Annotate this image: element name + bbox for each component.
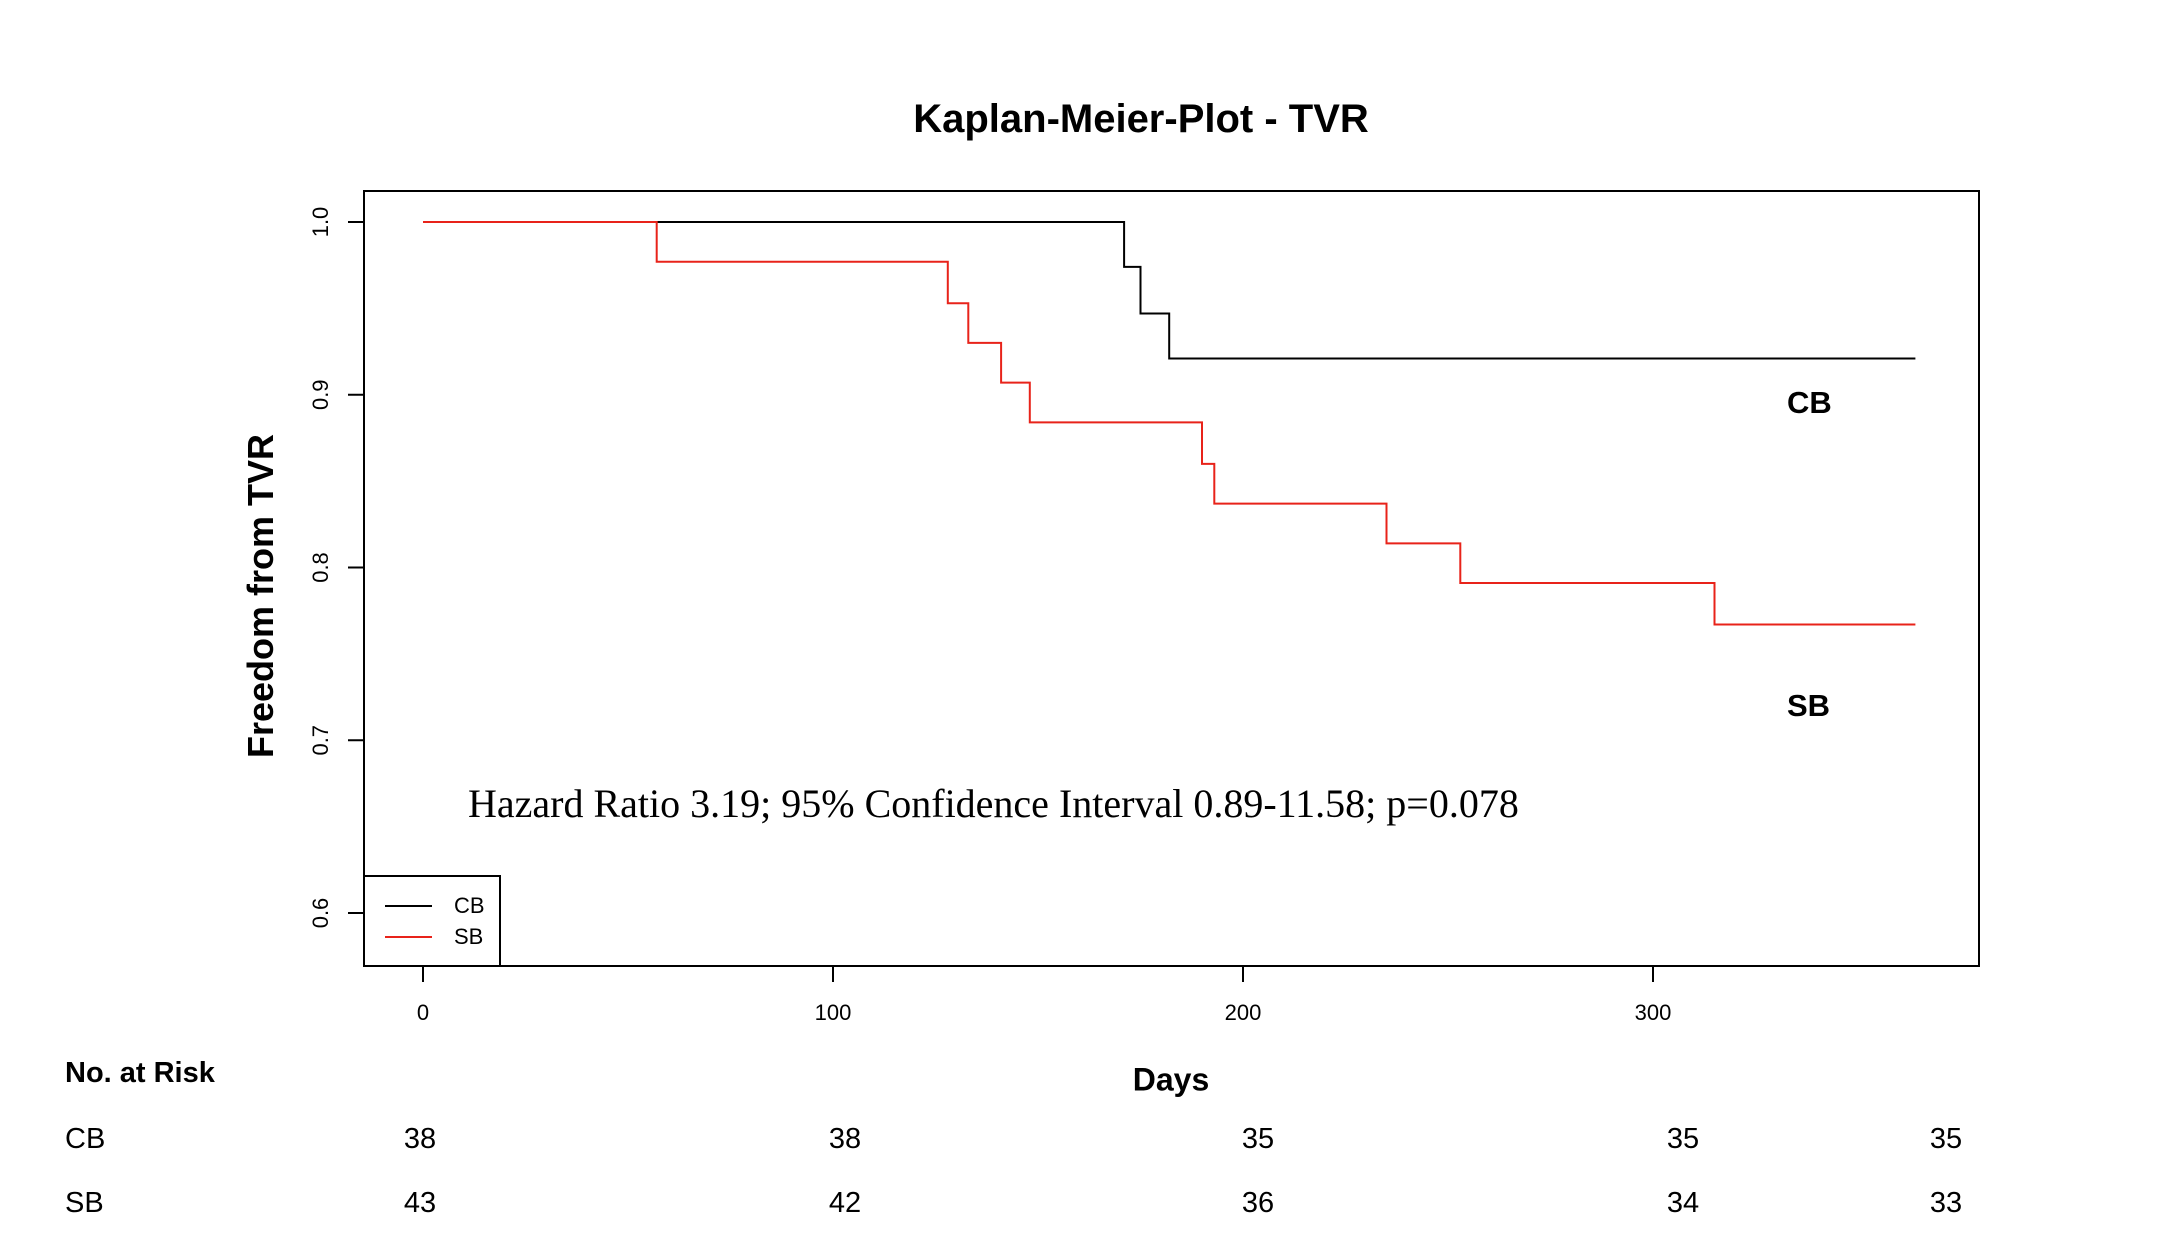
- plot-frame: [363, 190, 1980, 967]
- y-tick-label: 1.0: [308, 207, 333, 238]
- y-tick-label: 0.9: [308, 379, 333, 410]
- legend-box: [363, 875, 501, 967]
- risk-value-sb: 34: [1666, 1187, 1700, 1219]
- risk-value-cb: 35: [1929, 1123, 1963, 1155]
- risk-row-label-sb: SB: [65, 1187, 104, 1219]
- risk-value-cb: 38: [828, 1123, 862, 1155]
- cb-curve-label: CB: [1787, 385, 1832, 420]
- risk-value-sb: 36: [1241, 1187, 1275, 1219]
- y-tick-label: 0.7: [308, 725, 333, 756]
- x-tick-label: 0: [417, 1000, 429, 1025]
- legend: [363, 875, 501, 967]
- x-tick-label: 200: [1225, 1000, 1262, 1025]
- risk-row-label-cb: CB: [65, 1123, 106, 1155]
- survival-curve-sb: [423, 221, 1916, 626]
- x-tick-label: 100: [815, 1000, 852, 1025]
- x-tick-label: 300: [1635, 1000, 1672, 1025]
- y-tick-label: 0.8: [308, 552, 333, 583]
- legend-label-sb: SB: [454, 924, 484, 949]
- risk-value-cb: 35: [1666, 1123, 1700, 1155]
- chart-title: Kaplan-Meier-Plot - TVR: [913, 97, 1369, 141]
- y-axis-label: Freedom from TVR: [240, 433, 281, 759]
- risk-table-title: No. at Risk: [65, 1057, 215, 1089]
- legend-label-cb: CB: [454, 893, 485, 918]
- hazard-ratio-annotation: Hazard Ratio 3.19; 95% Confidence Interv…: [468, 781, 1519, 826]
- survival-curve-cb: [423, 221, 1916, 360]
- risk-value-sb: 33: [1929, 1187, 1963, 1219]
- x-axis-label: Days: [1132, 1061, 1210, 1098]
- risk-value-sb: 42: [828, 1187, 862, 1219]
- sb-curve-label: SB: [1787, 688, 1831, 723]
- risk-value-cb: 35: [1241, 1123, 1275, 1155]
- risk-value-cb: 38: [403, 1123, 437, 1155]
- y-tick-label: 0.6: [308, 898, 333, 929]
- risk-value-sb: 43: [403, 1187, 437, 1219]
